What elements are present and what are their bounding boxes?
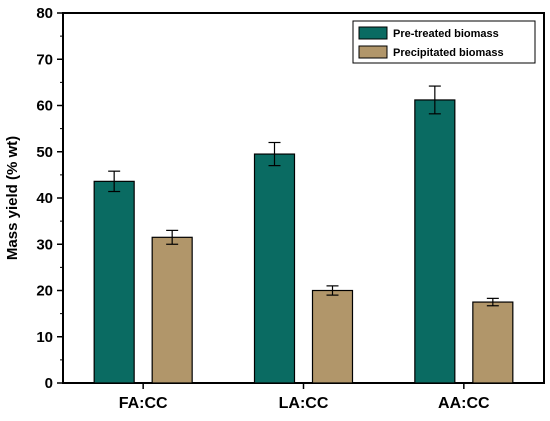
bar-precipitated — [472, 301, 514, 384]
x-category-label: LA:CC — [279, 395, 329, 412]
bar-precipitated — [151, 236, 193, 384]
y-axis-title: Mass yield (% wt) — [4, 136, 21, 260]
bar-pretreated — [93, 180, 135, 384]
legend-swatch — [358, 45, 388, 59]
y-tick-label: 50 — [36, 144, 53, 161]
y-tick-label: 70 — [36, 51, 53, 68]
legend-label: Precipitated biomass — [393, 47, 504, 59]
y-tick-label: 10 — [36, 329, 53, 346]
bar-pretreated — [253, 153, 296, 384]
x-category-label: AA:CC — [438, 395, 490, 412]
legend-swatch — [358, 26, 388, 40]
y-tick-label: 20 — [36, 283, 53, 300]
y-tick-label: 30 — [36, 236, 53, 253]
y-tick-label: 80 — [36, 5, 53, 22]
x-category-label: FA:CC — [119, 395, 168, 412]
plot-frame — [62, 12, 545, 384]
legend-label: Pre-treated biomass — [393, 28, 499, 40]
y-tick-label: 0 — [45, 375, 53, 392]
bar-pretreated — [414, 99, 456, 384]
y-tick-label: 60 — [36, 98, 53, 115]
bar-precipitated — [311, 289, 354, 384]
y-tick-label: 40 — [36, 190, 53, 207]
legend: Pre-treated biomass Precipitated biomass — [352, 20, 536, 64]
